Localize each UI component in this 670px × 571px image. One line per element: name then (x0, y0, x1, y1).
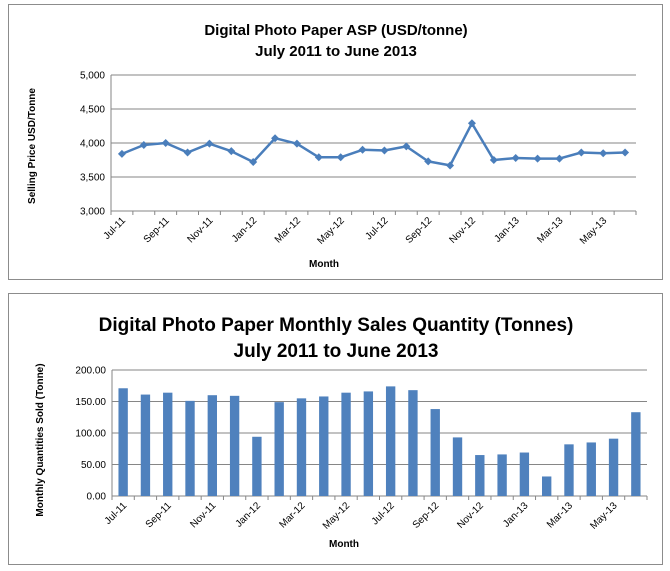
data-point (489, 156, 498, 164)
x-tick-label: Jan-13 (501, 500, 531, 530)
data-point (271, 134, 280, 143)
x-tick-label: Jan-13 (492, 215, 522, 245)
asp-chart-panel: Digital Photo Paper ASP (USD/tonne) July… (8, 4, 663, 280)
data-point (227, 147, 236, 156)
bar (586, 442, 596, 496)
data-point (314, 153, 323, 162)
bar (296, 398, 307, 496)
y-tick-label: 0.00 (87, 492, 107, 503)
y-tick-label: 3,500 (80, 173, 105, 184)
x-tick-label: Jul-11 (103, 500, 130, 527)
data-point (205, 139, 214, 148)
y-tick-label: 4,000 (80, 139, 105, 150)
chart-subtitle: July 2011 to June 2013 (234, 341, 439, 362)
y-axis-title: Monthly Quantities Sold (Tonne) (35, 363, 46, 516)
x-tick-label: May-12 (321, 500, 353, 532)
y-tick-label: 100.00 (75, 429, 106, 440)
series-line (121, 122, 626, 167)
bar (363, 391, 374, 496)
data-point (621, 148, 630, 157)
data-point (380, 146, 389, 155)
chart-subtitle: July 2011 to June 2013 (255, 43, 417, 60)
bar (118, 388, 128, 496)
x-tick-label: Mar-12 (277, 500, 307, 530)
data-point (577, 148, 586, 157)
bar (140, 394, 151, 496)
x-tick-label: Jan-12 (230, 215, 260, 245)
x-tick-label: Nov-11 (188, 500, 218, 530)
x-tick-label: Jan-12 (234, 500, 264, 530)
x-axis-title: Month (309, 259, 339, 270)
data-point (183, 148, 192, 157)
chart-title: Digital Photo Paper ASP (USD/tonne) (204, 22, 467, 39)
x-tick-label: Mar-13 (545, 500, 575, 530)
data-point (358, 145, 367, 154)
bar (497, 454, 507, 496)
bar (252, 436, 262, 496)
data-point (555, 154, 564, 163)
x-tick-label: Jul-12 (364, 215, 391, 242)
x-tick-label: Nov-12 (455, 500, 486, 531)
data-point (424, 157, 433, 166)
x-tick-label: May-12 (315, 215, 347, 247)
data-point (533, 154, 542, 163)
sales-bar-chart: Digital Photo Paper Monthly Sales Quanti… (35, 315, 648, 550)
data-point (161, 139, 170, 147)
chart-title: Digital Photo Paper Monthly Sales Quanti… (99, 315, 574, 336)
data-point (467, 119, 476, 128)
data-point (117, 149, 126, 158)
data-point (292, 139, 301, 148)
bar (608, 438, 619, 496)
data-point (599, 149, 608, 158)
x-axis-title: Month (329, 539, 359, 550)
x-tick-label: Jul-12 (370, 500, 397, 527)
bar (475, 455, 485, 496)
bar (564, 444, 574, 496)
x-tick-label: Sep-11 (142, 215, 172, 245)
bar (452, 437, 463, 496)
bar (207, 395, 217, 496)
y-tick-label: 200.00 (75, 366, 106, 377)
x-tick-label: Mar-12 (273, 215, 303, 245)
data-point (402, 142, 411, 151)
bar (385, 386, 396, 496)
x-tick-label: Jul-11 (102, 215, 129, 242)
y-tick-label: 50.00 (81, 460, 106, 471)
bar (341, 392, 351, 496)
y-tick-label: 5,000 (80, 71, 105, 82)
bar (185, 400, 195, 496)
x-tick-label: Nov-12 (447, 215, 478, 246)
y-tick-label: 4,500 (80, 105, 105, 116)
data-point (139, 141, 148, 150)
bar (542, 476, 552, 496)
x-tick-label: Mar-13 (535, 215, 565, 245)
sales-chart-panel: Digital Photo Paper Monthly Sales Quanti… (8, 293, 663, 565)
y-tick-label: 3,000 (80, 207, 105, 218)
x-tick-label: Sep-12 (411, 500, 442, 531)
asp-line-chart: Digital Photo Paper ASP (USD/tonne) July… (27, 22, 637, 270)
data-point (511, 153, 520, 162)
y-axis-title: Selling Price USD/Tonne (27, 88, 38, 204)
bar (274, 402, 284, 496)
data-point (336, 153, 345, 162)
x-tick-label: Sep-11 (144, 500, 174, 530)
bar (229, 395, 240, 496)
x-tick-label: May-13 (578, 215, 610, 247)
x-tick-label: Nov-11 (186, 215, 216, 245)
x-tick-label: Sep-12 (404, 215, 435, 246)
y-tick-label: 150.00 (75, 397, 106, 408)
bar (519, 452, 530, 496)
bar (631, 412, 641, 496)
bar (319, 396, 329, 496)
bar (430, 409, 440, 496)
data-point (446, 161, 455, 170)
data-point (249, 158, 258, 167)
x-tick-label: May-13 (588, 500, 620, 532)
bar (408, 390, 418, 496)
bar (163, 392, 173, 496)
